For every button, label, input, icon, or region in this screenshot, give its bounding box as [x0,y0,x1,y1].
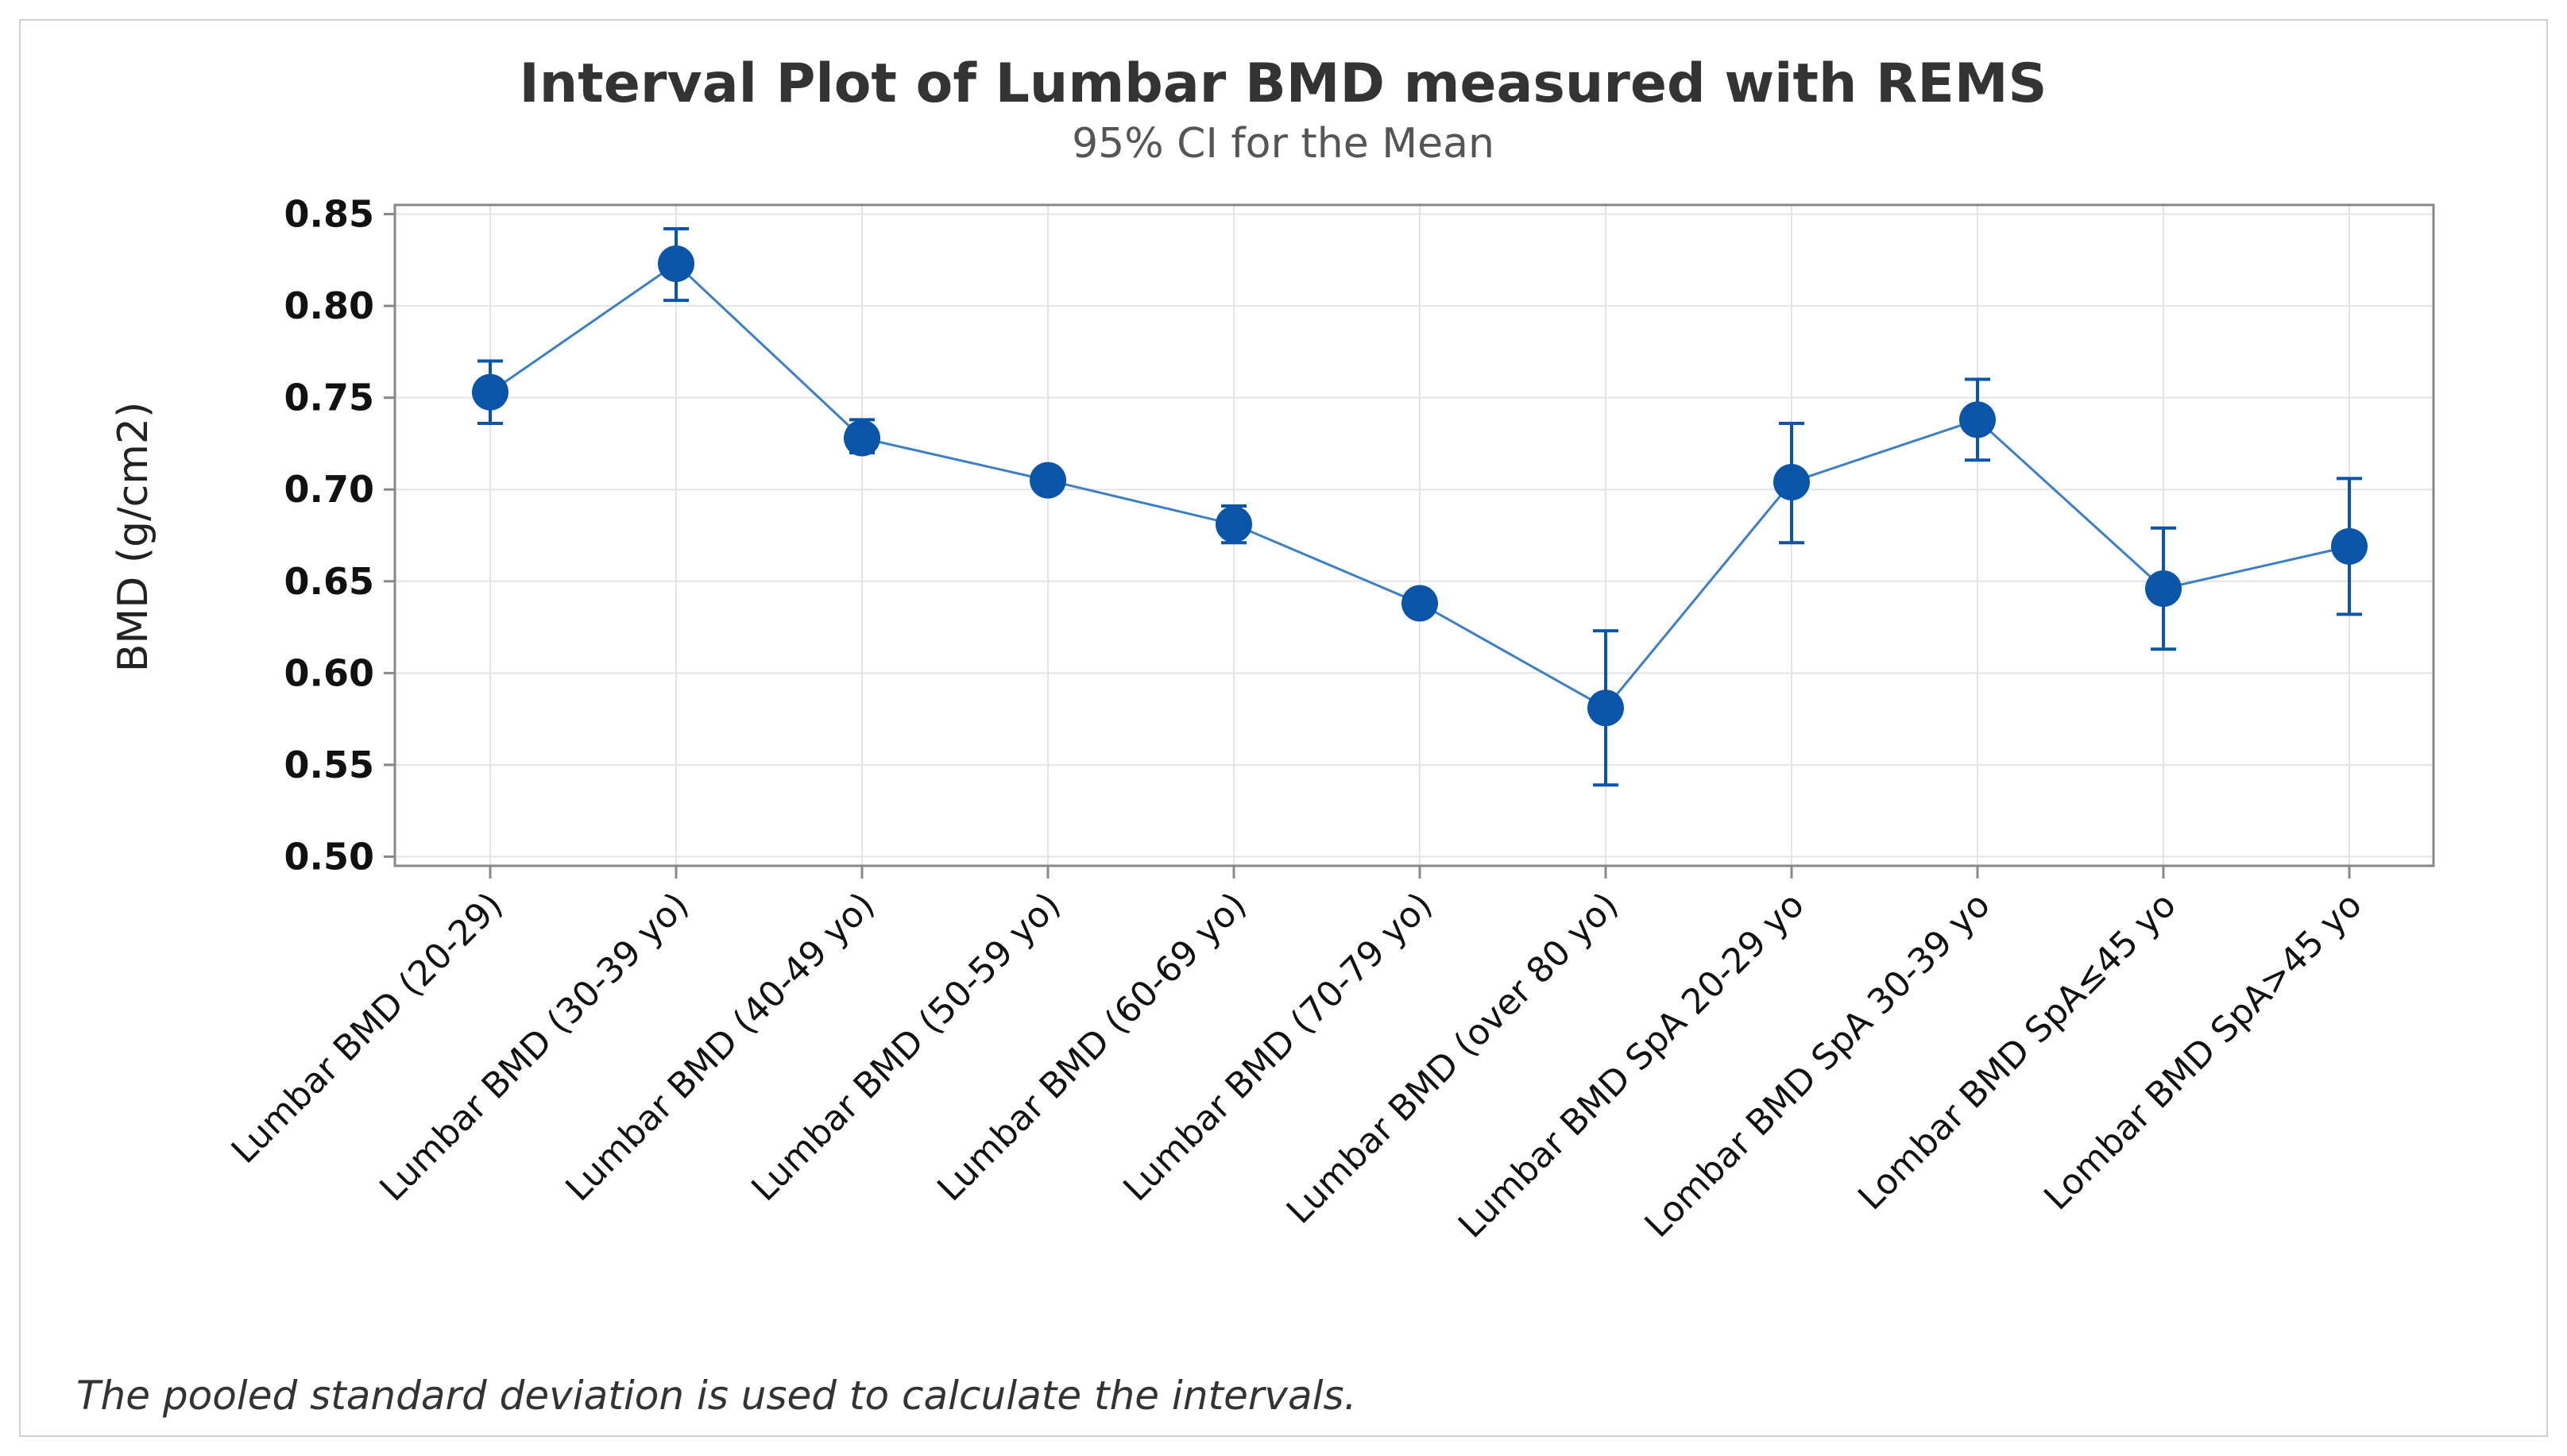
mean-point [1216,506,1252,543]
y-tick-label: 0.60 [284,651,375,694]
y-tick-label: 0.55 [284,743,375,786]
x-tick-label: Lumbar BMD SpA 20-29 yo [1451,885,1812,1246]
y-tick-label: 0.70 [284,468,375,511]
y-tick-label: 0.75 [284,377,375,419]
x-tick-label: Lumbar BMD (60-69 yo) [930,885,1254,1209]
mean-point [1030,462,1066,499]
mean-point [2145,570,2182,608]
mean-point [2331,527,2368,565]
footnote: The pooled standard deviation is used to… [76,1373,1357,1419]
x-tick-label: Lombar BMD SpA 30-39 yo [1637,885,1998,1246]
y-tick-label: 0.85 [284,193,375,236]
y-tick-label: 0.65 [284,560,375,603]
mean-point [472,373,508,411]
x-tick-label: Lumbar BMD (70-79 yo) [1115,885,1440,1209]
chart-subtitle: 95% CI for the Mean [1072,120,1494,168]
mean-point [1773,463,1810,500]
mean-point [1959,401,1996,438]
plot-border [393,203,2435,867]
x-tick-label: Lombar BMD SpA>45 yo [2036,885,2370,1218]
chart-title: Interval Plot of Lumbar BMD measured wit… [520,52,2047,115]
mean-point [1401,585,1438,622]
x-tick-label: Lombar BMD SpA≤45 yo [1850,885,2184,1218]
y-axis-label: BMD (g/cm2) [110,402,157,673]
x-tick-label: Lumbar BMD (over 80 yo) [1279,885,1626,1232]
x-tick-label: Lumbar BMD (50-59 yo) [744,885,1068,1209]
x-tick-label: Lumbar BMD (30-39 yo) [372,885,696,1209]
y-tick-label: 0.80 [284,284,375,327]
plot-background [395,205,2434,866]
x-tick-label: Lumbar BMD (40-49 yo) [558,885,882,1209]
y-tick-label: 0.50 [284,835,375,878]
mean-point [1587,689,1624,727]
mean-point [658,245,694,282]
mean-point [844,419,880,457]
plot-area: 0.85 0.80 0.75 0.70 0.65 0.60 0.55 0.50 Lumbar B… [224,193,2435,1246]
